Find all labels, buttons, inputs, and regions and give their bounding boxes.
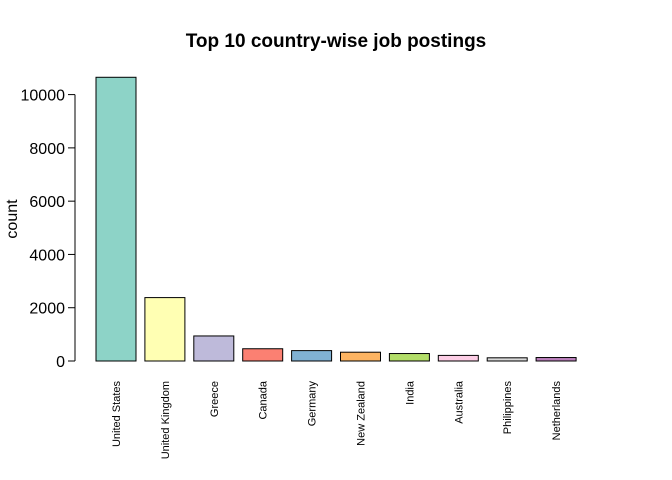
y-tick-label: 4000 — [29, 247, 65, 264]
bar — [388, 353, 430, 362]
x-tick-label: New Zealand — [356, 381, 368, 446]
x-tick-label: India — [404, 380, 416, 405]
bars — [95, 76, 577, 362]
x-tick-label: Greece — [209, 381, 221, 417]
y-axis-label: count — [4, 199, 21, 239]
chart-title: Top 10 country-wise job postings — [186, 31, 487, 52]
x-tick-label: Australia — [453, 380, 465, 424]
y-tick-label: 0 — [56, 354, 65, 371]
bar — [437, 354, 479, 362]
x-tick-label: Germany — [307, 381, 319, 427]
x-tick-label: United Kingdom — [160, 381, 172, 459]
bar — [486, 357, 528, 362]
y-tick-label: 6000 — [29, 194, 65, 211]
bar — [535, 357, 577, 362]
bar — [144, 297, 186, 362]
bar — [291, 350, 333, 362]
y-tick-label: 2000 — [29, 301, 65, 318]
bar — [95, 76, 137, 362]
bar — [340, 351, 381, 362]
x-tick-label: Canada — [258, 380, 270, 419]
y-axis: 0 2000 4000 6000 8000 10000 — [21, 88, 76, 371]
x-tick-label: Netherlands — [551, 381, 563, 441]
x-tick-label: United States — [111, 381, 123, 448]
x-axis-tick-labels: United States United Kingdom Greece Canada G… — [111, 380, 563, 459]
bar — [193, 335, 235, 362]
bar — [242, 348, 284, 362]
y-tick-label: 8000 — [29, 141, 65, 158]
y-tick-label: 10000 — [21, 88, 66, 105]
x-tick-label: Philippines — [502, 381, 514, 435]
